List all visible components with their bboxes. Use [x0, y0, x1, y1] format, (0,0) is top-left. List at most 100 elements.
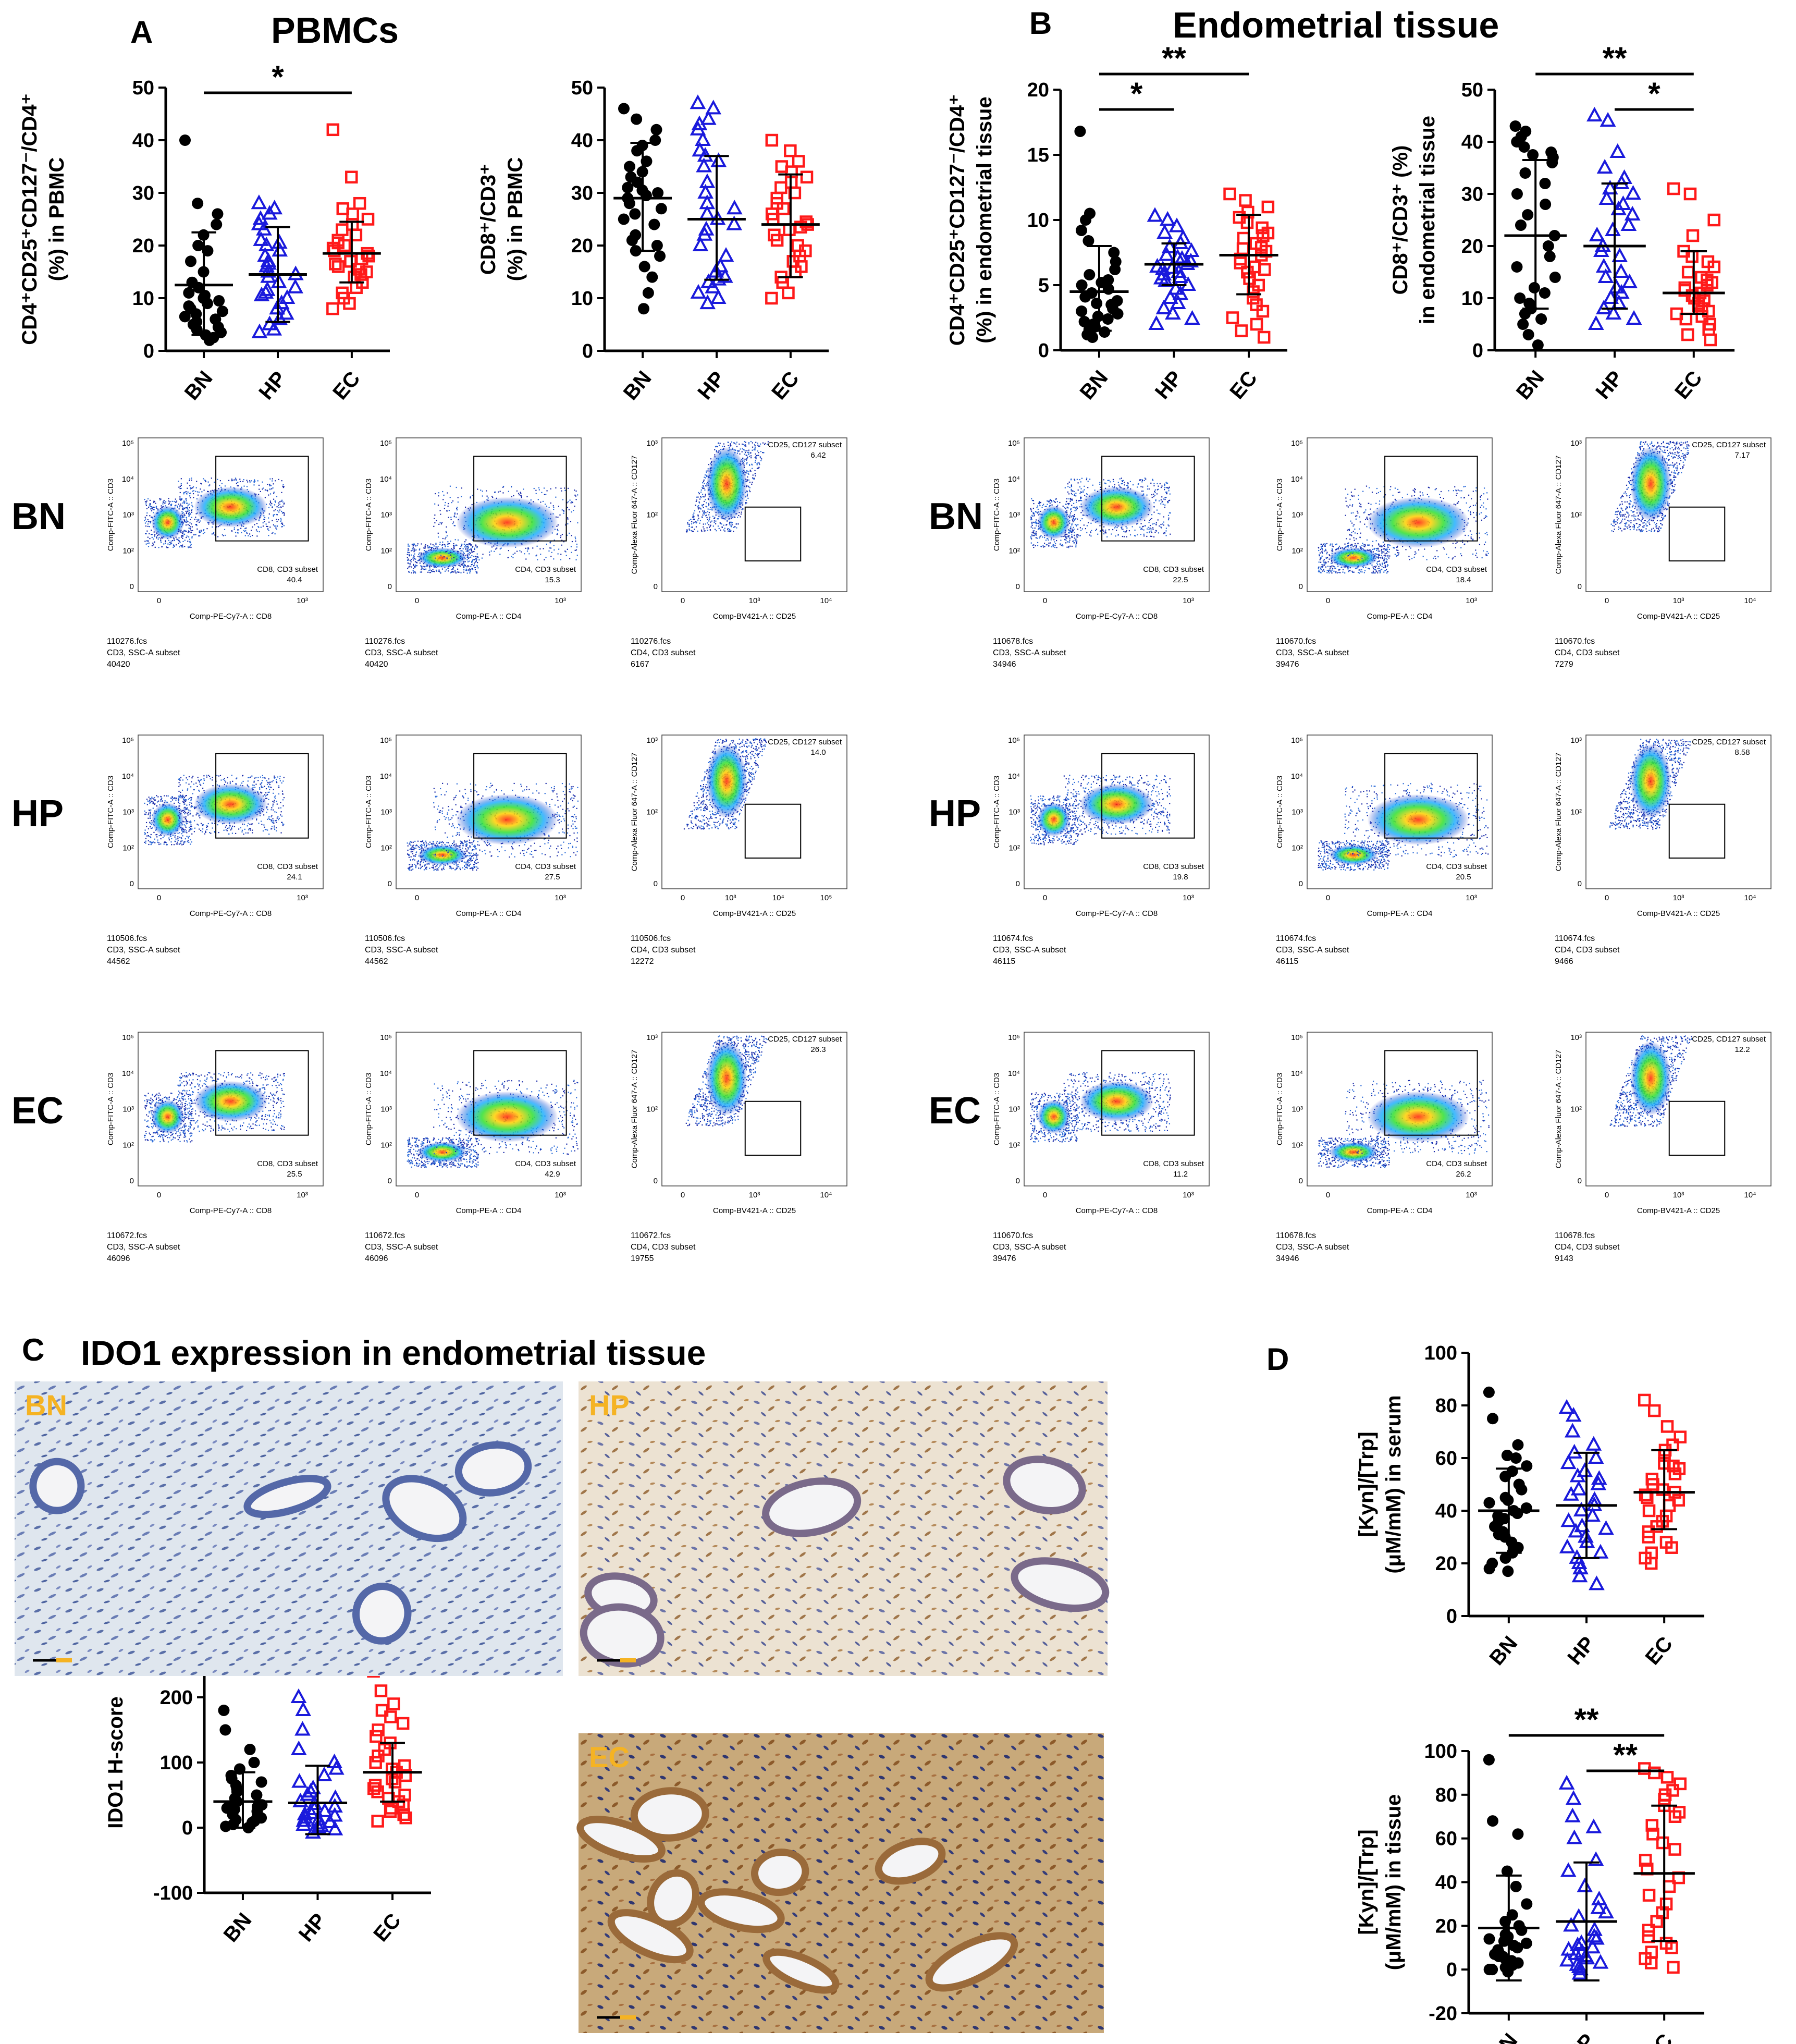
event-dot: [545, 494, 547, 495]
significance-label: *: [272, 59, 284, 94]
event-dot: [250, 829, 251, 831]
event-dot: [270, 819, 272, 821]
event-dot: [727, 528, 729, 530]
event-dot: [277, 816, 279, 817]
event-dot: [716, 446, 718, 447]
event-dot: [149, 810, 150, 811]
event-dot: [495, 491, 496, 493]
event-dot: [190, 542, 191, 544]
event-dot: [194, 807, 195, 810]
event-dot: [703, 528, 705, 530]
event-dot: [268, 521, 270, 523]
event-dot: [174, 797, 176, 799]
event-dot: [688, 528, 690, 530]
data-point: [1246, 291, 1260, 305]
y-tick-label: 50: [132, 77, 154, 99]
event-dot: [416, 544, 418, 546]
data-point: [1707, 260, 1721, 274]
event-dot: [276, 803, 278, 805]
event-dot: [408, 549, 409, 551]
event-dot: [275, 795, 276, 797]
event-dot: [191, 802, 192, 804]
event-dot: [410, 860, 411, 861]
event-dot: [702, 487, 704, 489]
event-dot: [263, 515, 265, 517]
data-point: [1256, 304, 1270, 318]
event-dot: [465, 568, 467, 570]
event-dot: [277, 519, 279, 521]
event-dot: [199, 535, 201, 537]
event-dot: [180, 478, 182, 480]
event-dot: [182, 507, 184, 509]
event-dot: [545, 556, 547, 558]
data-point: [1589, 1575, 1605, 1590]
parent-gate: CD3, SSC-A subset: [107, 648, 180, 657]
event-dot: [420, 565, 422, 567]
data-point: [1609, 143, 1626, 158]
data-point: [1598, 1904, 1614, 1919]
event-dot: [189, 478, 191, 480]
event-dot: [182, 843, 184, 845]
event-dot: [446, 526, 447, 528]
data-point: [782, 286, 795, 300]
event-dot: [437, 532, 439, 534]
event-dot: [465, 544, 467, 545]
event-dot: [180, 795, 182, 797]
event-dot: [180, 842, 181, 844]
event-dot: [691, 523, 693, 524]
event-dot: [191, 526, 193, 528]
event-dot: [744, 444, 746, 446]
event-dot: [183, 503, 185, 504]
event-dot: [565, 555, 567, 556]
event-dot: [224, 529, 226, 530]
event-dot: [525, 547, 526, 549]
event-dot: [758, 452, 759, 454]
event-dot: [561, 533, 563, 535]
data-point: [691, 115, 708, 130]
event-dot: [152, 827, 153, 829]
event-dot: [159, 800, 162, 802]
event-dot: [418, 554, 420, 555]
event-dot: [746, 450, 748, 451]
event-dot: [276, 519, 277, 520]
event-dot: [179, 807, 180, 809]
event-dot: [459, 565, 461, 567]
event-dot: [441, 869, 443, 871]
event-dot: [695, 500, 697, 502]
event-dot: [686, 530, 688, 532]
event-dot: [471, 549, 473, 552]
event-dot: [707, 519, 708, 520]
event-dot: [178, 795, 180, 797]
event-dot: [199, 531, 200, 533]
event-dot: [186, 521, 187, 523]
event-dot: [450, 519, 452, 520]
event-dot: [223, 535, 224, 536]
event-dot: [452, 523, 453, 524]
event-dot: [442, 537, 444, 540]
event-dot: [748, 464, 751, 466]
event-dot: [183, 515, 185, 517]
event-dot: [152, 542, 154, 544]
event-dot: [695, 521, 696, 523]
data-point: [219, 1724, 231, 1736]
event-dot: [433, 843, 435, 844]
event-dot: [460, 546, 462, 547]
event-dot: [175, 498, 176, 500]
event-dot: [472, 569, 474, 570]
data-point: [1542, 240, 1554, 252]
event-dot: [187, 541, 189, 542]
event-dot: [191, 797, 192, 799]
event-dot: [281, 822, 283, 823]
event-dot: [191, 523, 192, 525]
event-dot: [255, 777, 257, 778]
event-dot: [145, 525, 147, 527]
event-dot: [467, 548, 469, 549]
event-dot: [244, 828, 245, 830]
data-point: [1648, 1766, 1661, 1780]
data-point: [1591, 1470, 1607, 1485]
event-dot: [575, 495, 576, 497]
event-dot: [733, 531, 734, 532]
event-dot: [706, 517, 708, 518]
event-dot: [186, 519, 187, 521]
